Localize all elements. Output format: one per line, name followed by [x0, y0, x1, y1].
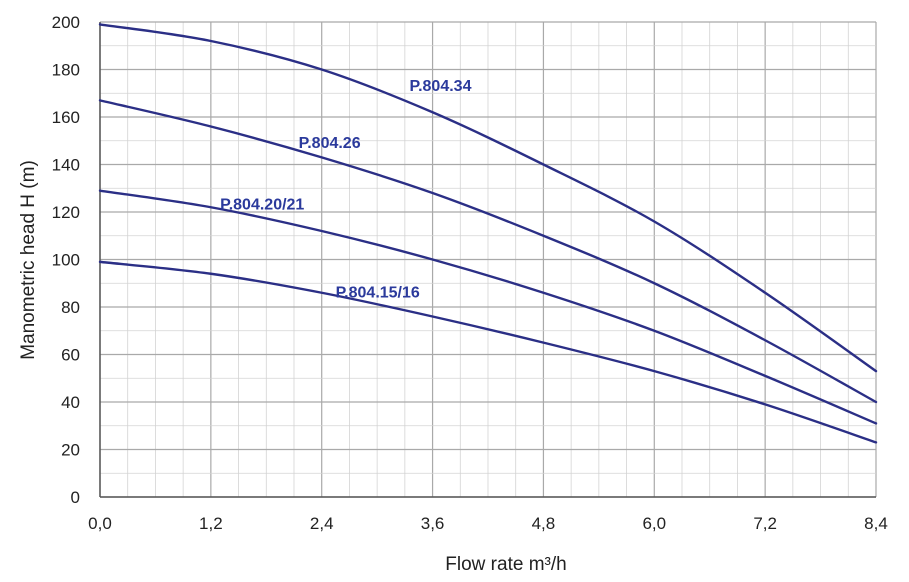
series-labels: P.804.34 P.804.26 P.804.20/21 P.804.15/16 — [220, 78, 471, 302]
series-label-p-804-20-21: P.804.20/21 — [220, 197, 304, 214]
series-label-p-804-15-16: P.804.15/16 — [336, 285, 420, 302]
series-line-p-804-20-21 — [98, 189, 878, 425]
y-tick-label: 120 — [52, 203, 80, 222]
y-tick-label: 40 — [61, 393, 80, 412]
x-tick-label: 1,2 — [199, 514, 223, 533]
x-tick-label: 8,4 — [864, 514, 888, 533]
y-tick-label: 80 — [61, 298, 80, 317]
y-tick-label: 140 — [52, 156, 80, 175]
y-tick-label: 200 — [52, 13, 80, 32]
series-lines — [98, 23, 878, 444]
series-line-p-804-26 — [98, 99, 878, 404]
x-tick-label: 6,0 — [642, 514, 666, 533]
y-tick-label: 0 — [71, 488, 80, 507]
x-axis-label: Flow rate m³/h — [445, 554, 566, 575]
x-tick-label: 7,2 — [753, 514, 777, 533]
y-tick-label: 160 — [52, 108, 80, 127]
y-tick-labels: 0 20 40 60 80 100 120 140 160 180 200 — [52, 13, 80, 507]
y-axis-label: Manometric head H (m) — [18, 160, 39, 360]
y-tick-label: 100 — [52, 251, 80, 270]
series-label-p-804-34: P.804.34 — [409, 78, 471, 95]
series-line-p-804-15-16 — [98, 260, 878, 444]
series-label-p-804-26: P.804.26 — [299, 135, 361, 152]
x-tick-label: 2,4 — [310, 514, 334, 533]
x-tick-labels: 0,0 1,2 2,4 3,6 4,8 6,0 7,2 8,4 — [88, 514, 888, 533]
y-tick-label: 20 — [61, 441, 80, 460]
x-tick-label: 4,8 — [532, 514, 556, 533]
grid — [99, 21, 877, 498]
x-tick-label: 0,0 — [88, 514, 112, 533]
x-tick-label: 3,6 — [421, 514, 445, 533]
series-line-p-804-34 — [98, 23, 878, 373]
y-tick-label: 180 — [52, 61, 80, 80]
y-tick-label: 60 — [61, 346, 80, 365]
